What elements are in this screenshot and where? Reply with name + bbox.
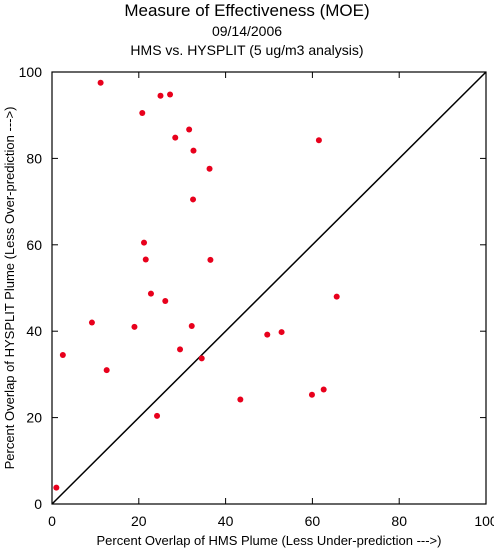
- data-point-20: [190, 147, 197, 154]
- data-point-3: [88, 319, 95, 326]
- chart-date: 09/14/2006: [211, 23, 283, 39]
- x-tick-label: 20: [131, 513, 147, 529]
- data-point-15: [172, 134, 179, 141]
- data-point-22: [206, 165, 213, 172]
- data-point-23: [207, 256, 214, 263]
- data-point-13: [162, 297, 169, 304]
- data-point-29: [320, 386, 327, 393]
- y-tick-label: 20: [26, 410, 42, 426]
- y-axis-label: Percent Overlap of HYSPLIT Plume (Less O…: [2, 107, 17, 470]
- data-point-8: [141, 239, 148, 246]
- x-tick-label: 100: [474, 513, 494, 529]
- data-point-27: [308, 391, 315, 398]
- data-point-26: [278, 329, 285, 336]
- data-point-17: [186, 126, 193, 133]
- data-point-6: [131, 323, 138, 330]
- one-to-one-line: [51, 71, 487, 505]
- y-tick-label: 0: [34, 496, 42, 512]
- data-point-30: [333, 293, 340, 300]
- data-point-14: [167, 91, 174, 98]
- x-tick-label: 60: [305, 513, 321, 529]
- y-tick-label: 40: [26, 323, 42, 339]
- data-point-9: [142, 256, 149, 263]
- data-point-1: [53, 484, 60, 491]
- data-point-4: [97, 79, 104, 86]
- data-point-19: [190, 196, 197, 203]
- chart-subtitle: HMS vs. HYSPLIT (5 ug/m3 analysis): [130, 42, 364, 58]
- data-point-11: [154, 412, 161, 419]
- data-point-24: [237, 396, 244, 403]
- x-tick-label: 40: [218, 513, 234, 529]
- data-point-12: [157, 92, 164, 99]
- y-tick-label: 80: [26, 150, 42, 166]
- data-point-5: [103, 367, 110, 374]
- data-point-18: [188, 323, 195, 330]
- data-point-25: [264, 331, 271, 338]
- data-point-21: [198, 355, 205, 362]
- plot-frame: [51, 71, 487, 505]
- data-point-28: [315, 137, 322, 144]
- y-tick-label: 60: [26, 237, 42, 253]
- data-point-16: [177, 346, 184, 353]
- data-point-10: [147, 290, 154, 297]
- chart-title: Measure of Effectiveness (MOE): [124, 1, 370, 20]
- y-tick-label: 100: [19, 64, 43, 80]
- x-tick-label: 80: [391, 513, 407, 529]
- x-axis-label: Percent Overlap of HMS Plume (Less Under…: [97, 533, 442, 548]
- x-tick-label: 0: [48, 513, 56, 529]
- data-point-2: [59, 351, 66, 358]
- data-point-7: [139, 110, 146, 117]
